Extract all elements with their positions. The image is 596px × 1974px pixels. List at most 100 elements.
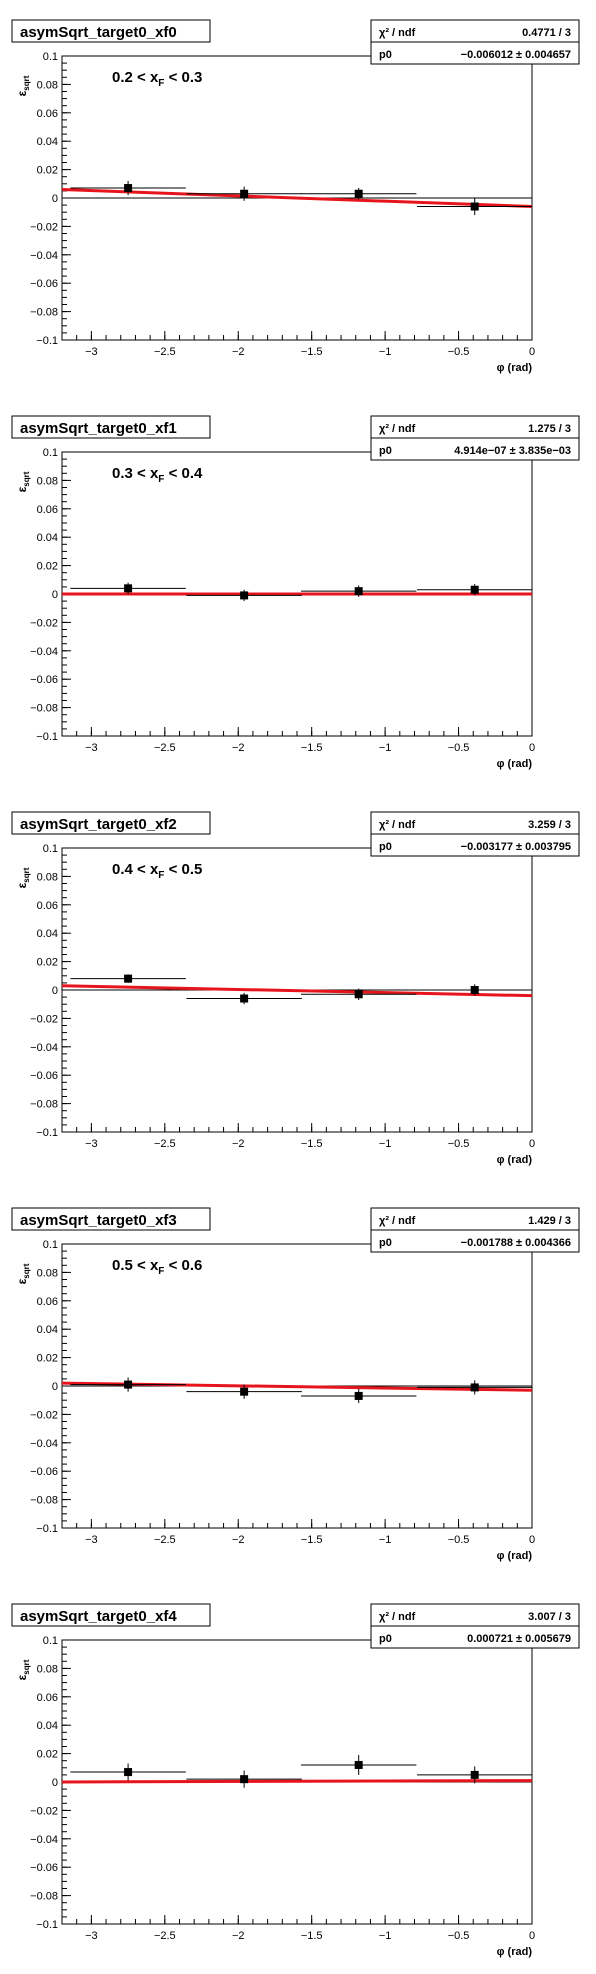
point-marker bbox=[240, 1775, 249, 1784]
x-tick-label: 0 bbox=[529, 346, 535, 358]
range-annotation-sub: F bbox=[158, 870, 164, 881]
stats-p0-value: −0.003177 ± 0.003795 bbox=[461, 841, 571, 853]
y-axis-label: εsqrt bbox=[15, 867, 31, 888]
y-tick-label: −0.1 bbox=[36, 335, 58, 347]
title-box bbox=[11, 415, 211, 439]
x-tick-label: −1 bbox=[379, 346, 392, 358]
title-box bbox=[11, 19, 211, 43]
data-point bbox=[300, 1755, 417, 1775]
x-tick-label: −3 bbox=[85, 1138, 98, 1150]
range-annotation-sub: F bbox=[158, 474, 164, 485]
data-point bbox=[300, 188, 417, 200]
x-tick-label: −2.5 bbox=[154, 346, 176, 358]
y-tick-label: 0.02 bbox=[37, 1749, 58, 1761]
y-tick-label: 0.06 bbox=[37, 504, 58, 516]
y-tick-label: 0.08 bbox=[37, 871, 58, 883]
point-marker bbox=[470, 202, 479, 211]
range-annotation: 0.4 < xF < 0.5 bbox=[112, 861, 202, 881]
stats-p0-value: 4.914e−07 ± 3.835e−03 bbox=[454, 445, 571, 457]
chart-panel-4: asymSqrt_target0_xf4 χ² / ndf 3.007 / 3 p0 0… bbox=[11, 1603, 580, 1958]
data-point bbox=[70, 974, 186, 983]
y-tick-label: −0.06 bbox=[30, 1862, 58, 1874]
y-tick-label: −0.04 bbox=[30, 1438, 58, 1450]
y-tick-label: −0.04 bbox=[30, 1834, 58, 1846]
stats-chi2-label: χ² / ndf bbox=[379, 27, 416, 39]
x-tick-label: −2 bbox=[232, 1930, 245, 1942]
x-tick-label: 0 bbox=[529, 1930, 535, 1942]
y-tick-label: −0.08 bbox=[30, 1099, 58, 1111]
x-tick-label: −1 bbox=[379, 1534, 392, 1546]
y-tick-label: 0.08 bbox=[37, 475, 58, 487]
y-axis-label-main: ε bbox=[15, 90, 29, 96]
data-point bbox=[416, 1766, 533, 1784]
y-tick-label: 0.02 bbox=[37, 561, 58, 573]
y-axis-label-main: ε bbox=[15, 486, 29, 492]
data-point bbox=[186, 589, 302, 602]
stats-p0-label: p0 bbox=[379, 1633, 392, 1645]
data-point bbox=[300, 988, 417, 1000]
x-tick-label: −2.5 bbox=[154, 1534, 176, 1546]
point-marker bbox=[470, 986, 479, 994]
x-tick-label: −1.5 bbox=[301, 742, 323, 754]
y-tick-label: 0.06 bbox=[37, 108, 58, 120]
x-axis-label: φ (rad) bbox=[497, 362, 533, 374]
x-tick-label: 0 bbox=[529, 1534, 535, 1546]
range-annotation-sub: F bbox=[158, 1266, 164, 1277]
x-tick-label: 0 bbox=[529, 742, 535, 754]
data-point bbox=[70, 1377, 186, 1392]
x-tick-label: −3 bbox=[85, 1930, 98, 1942]
y-tick-label: −0.04 bbox=[30, 250, 58, 262]
y-tick-label: 0.1 bbox=[43, 1239, 58, 1251]
y-tick-label: −0.08 bbox=[30, 703, 58, 715]
data-point bbox=[300, 585, 417, 597]
x-tick-label: −2.5 bbox=[154, 1138, 176, 1150]
chart-panel-0: asymSqrt_target0_xf0 χ² / ndf 0.4771 / 3 p0… bbox=[11, 19, 580, 374]
chart-title: asymSqrt_target0_xf4 bbox=[20, 1608, 177, 1625]
y-tick-label: −0.06 bbox=[30, 1466, 58, 1478]
x-axis-label: φ (rad) bbox=[497, 1550, 533, 1562]
point-marker bbox=[354, 587, 363, 596]
point-marker bbox=[124, 974, 133, 983]
stats-chi2-value: 3.259 / 3 bbox=[528, 819, 571, 831]
x-tick-label: −2.5 bbox=[154, 1930, 176, 1942]
y-tick-label: 0.08 bbox=[37, 79, 58, 91]
x-tick-label: −2 bbox=[232, 1138, 245, 1150]
y-tick-label: 0.08 bbox=[37, 1267, 58, 1279]
x-axis-label: φ (rad) bbox=[497, 758, 533, 770]
y-tick-label: 0.08 bbox=[37, 1663, 58, 1675]
x-tick-label: −3 bbox=[85, 742, 98, 754]
y-tick-label: 0.04 bbox=[37, 532, 58, 544]
y-tick-label: 0.06 bbox=[37, 1296, 58, 1308]
data-point bbox=[300, 1388, 417, 1404]
y-tick-label: 0.04 bbox=[37, 136, 58, 148]
y-axis-label-sub: sqrt bbox=[22, 1659, 31, 1674]
data-point bbox=[416, 1380, 533, 1395]
range-annotation-tail: < 0.5 bbox=[164, 861, 202, 878]
y-tick-label: 0.1 bbox=[43, 843, 58, 855]
range-annotation: 0.2 < xF < 0.3 bbox=[112, 69, 202, 89]
y-tick-label: −0.02 bbox=[30, 617, 58, 629]
data-point bbox=[70, 582, 186, 594]
y-tick-label: −0.02 bbox=[30, 221, 58, 233]
x-tick-label: −1 bbox=[379, 1930, 392, 1942]
point-marker bbox=[240, 591, 249, 600]
data-point bbox=[416, 198, 533, 216]
x-axis-label: φ (rad) bbox=[497, 1946, 533, 1958]
x-tick-label: −1.5 bbox=[301, 346, 323, 358]
chart-panel-3: asymSqrt_target0_xf3 χ² / ndf 1.429 / 3 p0 −… bbox=[11, 1207, 580, 1562]
point-marker bbox=[124, 1768, 133, 1777]
y-tick-label: −0.02 bbox=[30, 1409, 58, 1421]
y-axis-label: εsqrt bbox=[15, 1263, 31, 1284]
x-tick-label: −0.5 bbox=[448, 742, 470, 754]
stats-p0-value: −0.001788 ± 0.004366 bbox=[461, 1237, 571, 1249]
stats-chi2-value: 3.007 / 3 bbox=[528, 1611, 571, 1623]
range-annotation: 0.5 < xF < 0.6 bbox=[112, 1257, 202, 1277]
y-tick-label: −0.06 bbox=[30, 674, 58, 686]
y-axis-label-main: ε bbox=[15, 1278, 29, 1284]
x-tick-label: −1 bbox=[379, 742, 392, 754]
range-annotation-tail: < 0.4 bbox=[164, 465, 203, 482]
data-point bbox=[416, 584, 533, 596]
point-marker bbox=[470, 1383, 479, 1392]
y-tick-label: −0.04 bbox=[30, 646, 58, 658]
